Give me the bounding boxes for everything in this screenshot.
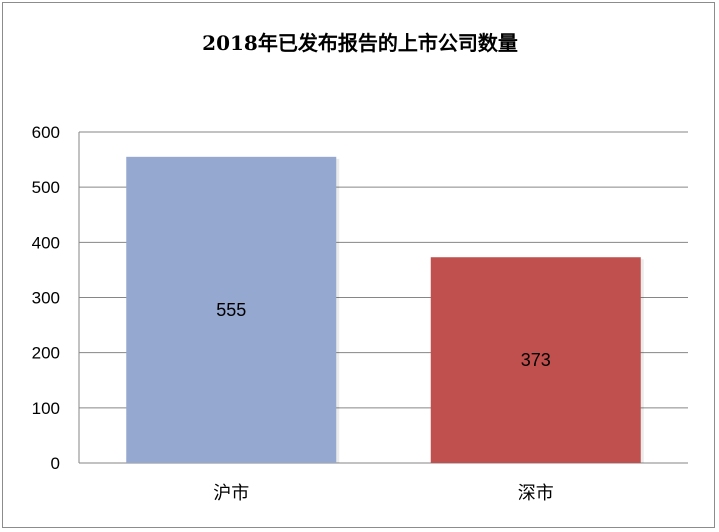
- x-tick-label: 深市: [518, 483, 554, 504]
- x-tick-label: 沪市: [213, 483, 249, 504]
- x-axis: 沪市 深市: [213, 483, 554, 504]
- data-labels: 555 373: [216, 300, 551, 370]
- bar: [126, 156, 337, 463]
- y-tick-label: 100: [32, 399, 60, 418]
- bar: [430, 257, 641, 463]
- data-label: 373: [521, 350, 551, 370]
- chart-title: 2018年已发布报告的上市公司数量: [202, 31, 518, 55]
- data-label: 555: [216, 300, 246, 320]
- y-tick-label: 600: [32, 123, 60, 142]
- y-axis: 0 100 200 300 400 500 600: [32, 123, 80, 473]
- y-tick-label: 0: [51, 454, 60, 473]
- y-tick-label: 200: [32, 344, 60, 363]
- y-tick-label: 400: [32, 233, 60, 252]
- y-tick-label: 500: [32, 178, 60, 197]
- bars: [126, 156, 644, 463]
- y-tick-label: 300: [32, 289, 60, 308]
